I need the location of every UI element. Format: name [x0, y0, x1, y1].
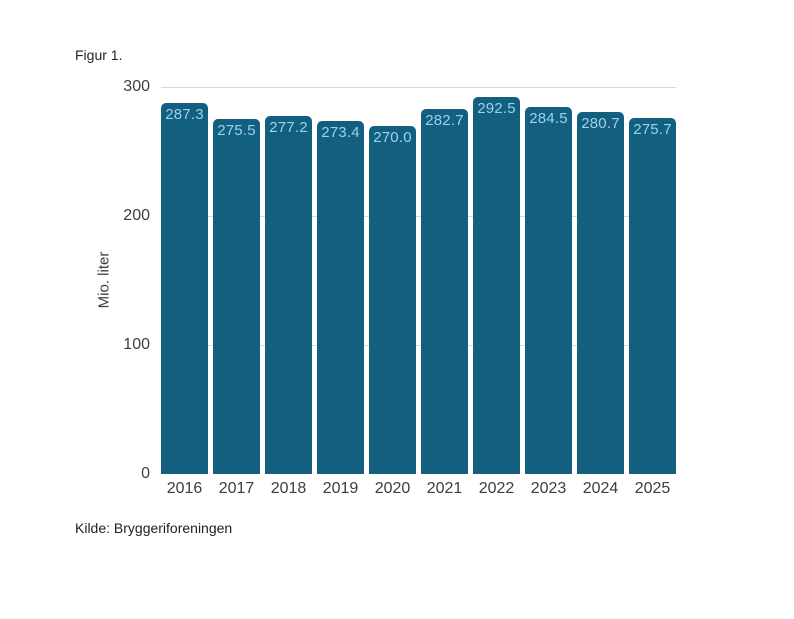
x-tick-label: 2017 [218, 480, 255, 497]
bar-chart-plot-area: 287.3 275.5 277.2 273.4 270.0 282.7 292.5 284.5… [161, 87, 676, 474]
gridline [161, 87, 676, 88]
bar-value-label: 275.5 [217, 121, 256, 139]
y-axis-ticks: 0 100 200 300 [0, 78, 150, 482]
bar-value-label: 280.7 [581, 114, 620, 132]
bar-2023: 284.5 [525, 107, 572, 474]
y-tick-label: 200 [123, 207, 150, 224]
x-tick-label: 2016 [166, 480, 203, 497]
x-tick-label: 2022 [478, 480, 515, 497]
x-tick-label: 2021 [426, 480, 463, 497]
x-tick-label: 2024 [582, 480, 619, 497]
y-tick-label: 300 [123, 78, 150, 95]
bars-layer: 287.3 275.5 277.2 273.4 270.0 282.7 292.5 284.5… [161, 87, 676, 474]
gridline [161, 216, 676, 217]
bar-value-label: 270.0 [373, 128, 412, 146]
bar-2017: 275.5 [213, 118, 260, 474]
x-tick-label: 2020 [374, 480, 411, 497]
bar-value-label: 287.3 [165, 106, 204, 124]
bar-value-label: 284.5 [529, 110, 568, 127]
bar-2025: 275.7 [629, 118, 676, 474]
bar-value-label: 273.4 [321, 124, 360, 142]
bar-value-label: 292.5 [477, 99, 516, 117]
bar-2021: 282.7 [421, 109, 468, 474]
y-tick-label: 0 [141, 465, 150, 482]
bar-2016: 287.3 [161, 103, 208, 474]
bar-value-label: 275.7 [633, 121, 672, 139]
x-tick-label: 2023 [530, 480, 567, 497]
bar-2018: 277.2 [265, 116, 312, 474]
bar-2024: 280.7 [577, 111, 624, 474]
x-tick-label: 2025 [634, 480, 671, 497]
x-tick-label: 2019 [322, 480, 359, 497]
bar-value-label: 277.2 [269, 119, 308, 137]
bar-value-label: 282.7 [425, 112, 464, 130]
gridline [161, 345, 676, 346]
bar-2022: 292.5 [473, 96, 520, 474]
x-tick-label: 2018 [270, 480, 307, 497]
bar-2019: 273.4 [317, 121, 364, 474]
y-tick-label: 100 [123, 336, 150, 353]
source-note: Kilde: Bryggeriforeningen [75, 520, 233, 536]
bar-2020: 270.0 [369, 125, 416, 474]
x-axis-labels: 2016 2017 2018 2019 2020 2021 2022 2023 2024 2025 [161, 480, 676, 498]
figure-title: Figur 1. [75, 47, 123, 63]
